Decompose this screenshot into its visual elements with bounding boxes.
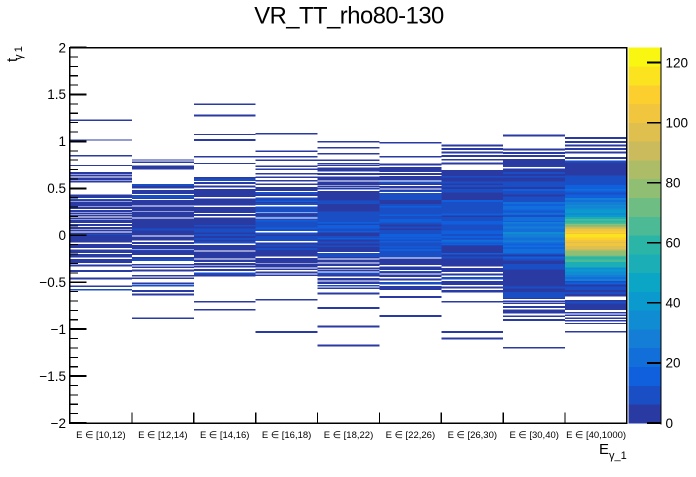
svg-text:1.5: 1.5 — [47, 87, 66, 102]
svg-text:E ∈ [18,22): E ∈ [18,22) — [324, 430, 373, 441]
svg-text:80: 80 — [666, 176, 681, 191]
svg-text:E ∈ [40,1000): E ∈ [40,1000) — [566, 430, 626, 441]
svg-text:E ∈ [10,12): E ∈ [10,12) — [76, 430, 125, 441]
svg-text:1: 1 — [58, 134, 66, 149]
svg-text:0: 0 — [666, 416, 674, 431]
svg-text:E ∈ [26,30): E ∈ [26,30) — [448, 430, 497, 441]
svg-text:E ∈ [14,16): E ∈ [14,16) — [200, 430, 249, 441]
svg-text:E ∈ [12,14): E ∈ [12,14) — [138, 430, 187, 441]
svg-text:γ_1: γ_1 — [609, 450, 627, 462]
svg-text:2: 2 — [58, 40, 66, 55]
svg-text:0.5: 0.5 — [47, 181, 66, 196]
svg-text:40: 40 — [666, 296, 681, 311]
svg-text:0: 0 — [58, 228, 66, 243]
svg-text:VR_TT_rho80-130: VR_TT_rho80-130 — [254, 2, 444, 29]
svg-text:−0.5: −0.5 — [39, 275, 66, 290]
svg-text:E: E — [599, 441, 609, 458]
svg-text:γ 1: γ 1 — [13, 46, 25, 60]
svg-text:20: 20 — [666, 356, 681, 371]
svg-text:E ∈ [22,26): E ∈ [22,26) — [386, 430, 435, 441]
svg-text:60: 60 — [666, 236, 681, 251]
svg-text:−1: −1 — [51, 322, 66, 337]
svg-text:100: 100 — [666, 115, 689, 130]
svg-text:E ∈ [16,18): E ∈ [16,18) — [262, 430, 311, 441]
svg-text:120: 120 — [666, 55, 689, 70]
svg-text:−1.5: −1.5 — [39, 369, 66, 384]
svg-text:E ∈ [30,40): E ∈ [30,40) — [509, 430, 558, 441]
svg-text:−2: −2 — [51, 416, 66, 431]
